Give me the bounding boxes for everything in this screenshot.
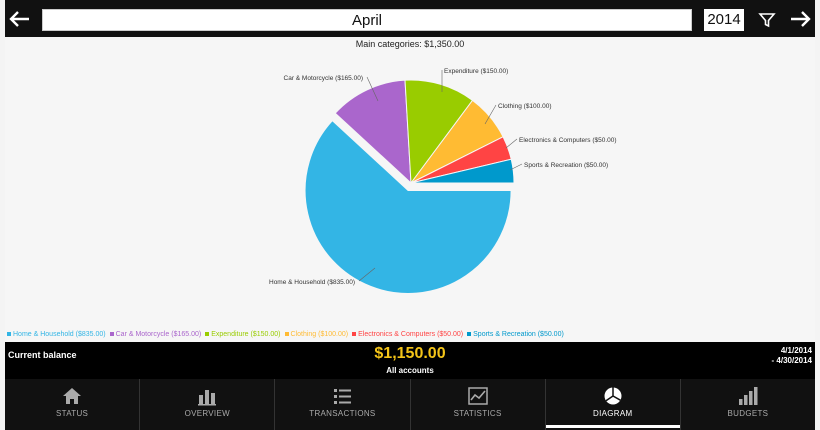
- year-field[interactable]: 2014: [704, 9, 744, 31]
- legend-label: Home & Household ($835.00): [13, 331, 106, 338]
- legend-swatch: [7, 332, 11, 337]
- tab-budgets[interactable]: BUDGETS: [681, 379, 815, 430]
- line-chart-icon: [467, 387, 488, 405]
- legend-swatch: [467, 332, 472, 337]
- slice-leader-line: [505, 138, 518, 149]
- tab-overview[interactable]: OVERVIEW: [140, 379, 276, 430]
- home-icon: [63, 388, 82, 404]
- pie-chart: Home & Household ($835.00) Car & Motorcyc…: [269, 68, 617, 294]
- filter-icon[interactable]: [757, 10, 777, 30]
- ascending-bars-icon: [738, 387, 758, 405]
- pie-slice[interactable]: [410, 158, 515, 184]
- legend-label: Car & Motorcycle ($165.00): [115, 331, 202, 338]
- arrow-left-icon[interactable]: [5, 4, 35, 34]
- app-frame: April 2014 Main categories: $1,350.00 Ho…: [5, 0, 815, 430]
- slice-label: Sports & Recreation ($50.00): [524, 162, 608, 169]
- legend-item: Expenditure ($150.00): [205, 331, 281, 338]
- legend-label: Clothing ($100.00): [290, 331, 349, 338]
- tab-diagram[interactable]: DIAGRAM: [545, 379, 681, 430]
- top-bar: April 2014: [5, 0, 815, 37]
- slice-label: Electronics & Computers ($50.00): [519, 137, 617, 144]
- tab-label: BUDGETS: [727, 409, 769, 418]
- legend-label: Expenditure ($150.00): [211, 331, 281, 338]
- bar-chart-icon: [198, 390, 217, 406]
- balance-amount: $1,150.00: [374, 345, 446, 362]
- tab-status[interactable]: STATUS: [5, 379, 141, 430]
- slice-label: Home & Household ($835.00): [269, 279, 355, 286]
- legend-item: Clothing ($100.00): [284, 331, 349, 338]
- balance-label: Current balance: [8, 350, 77, 360]
- pie-slice[interactable]: [404, 79, 474, 185]
- slice-leader-line: [509, 163, 523, 171]
- slice-label: Expenditure ($150.00): [444, 68, 508, 75]
- slice-label: Car & Motorcycle ($165.00): [284, 75, 363, 82]
- chart-legend: Home & Household ($835.00) Car & Motorcyc…: [7, 331, 568, 338]
- legend-swatch: [109, 332, 114, 337]
- date-range: 4/1/2014 - 4/30/2014: [772, 346, 812, 366]
- legend-swatch: [284, 332, 289, 337]
- tab-label: STATUS: [56, 409, 89, 418]
- tab-transactions[interactable]: TRANSACTIONS: [275, 379, 411, 430]
- legend-swatch: [352, 332, 357, 337]
- slice-leader-line: [366, 76, 379, 102]
- date-range-end: - 4/30/2014: [771, 356, 812, 365]
- legend-item: Sports & Recreation ($50.00): [467, 331, 564, 338]
- tab-label: TRANSACTIONS: [309, 409, 376, 418]
- tab-statistics[interactable]: STATISTICS: [411, 379, 546, 430]
- legend-label: Electronics & Computers ($50.00): [358, 331, 464, 338]
- legend-item: Car & Motorcycle ($165.00): [109, 331, 202, 338]
- chart-title: Main categories: $1,350.00: [355, 39, 465, 49]
- bottom-tabs: STATUS OVERVIEW TRANSACTIONS STATISTICS …: [5, 379, 815, 430]
- slice-leader-line: [484, 104, 497, 125]
- slice-leader-line: [358, 267, 376, 282]
- legend-label: Sports & Recreation ($50.00): [473, 331, 564, 338]
- month-field[interactable]: April: [42, 9, 692, 31]
- arrow-right-icon[interactable]: [785, 4, 815, 34]
- accounts-label: All accounts: [386, 366, 434, 375]
- legend-item: Electronics & Computers ($50.00): [352, 331, 463, 338]
- legend-swatch: [205, 332, 210, 337]
- balance-bar: Current balance $1,150.00 All accounts 4…: [5, 342, 815, 379]
- pie-slice[interactable]: [334, 79, 412, 185]
- tab-label: OVERVIEW: [184, 409, 230, 418]
- diagram-area: Main categories: $1,350.00 Home & Househ…: [5, 37, 815, 342]
- pie-chart-icon: [604, 387, 622, 405]
- tab-label: DIAGRAM: [593, 409, 633, 418]
- slice-label: Clothing ($100.00): [498, 103, 551, 110]
- date-range-start: 4/1/2014: [780, 346, 812, 355]
- pie-slice[interactable]: [304, 119, 512, 294]
- tab-label: STATISTICS: [453, 409, 502, 418]
- legend-item: Home & Household ($835.00): [7, 331, 106, 338]
- list-icon: [334, 389, 352, 404]
